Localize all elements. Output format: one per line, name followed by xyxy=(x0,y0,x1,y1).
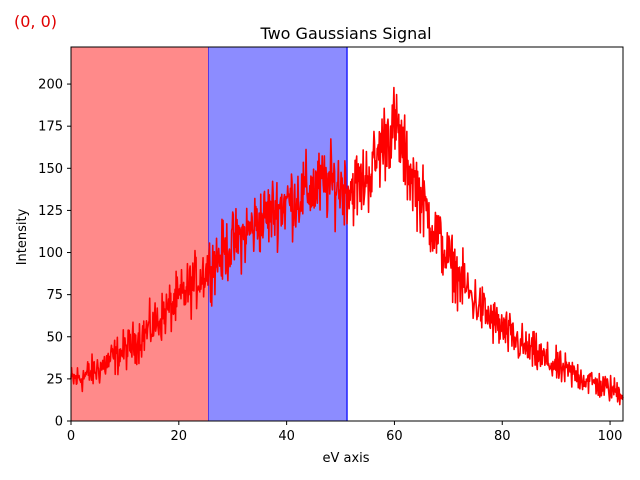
y-tick-label-75: 75 xyxy=(46,288,63,303)
y-tick-label-25: 25 xyxy=(46,372,63,387)
x-axis-label: eV axis xyxy=(322,451,369,466)
chart-title: Two Gaussians Signal xyxy=(259,24,431,43)
shaded-regions xyxy=(71,47,348,421)
x-tick-label-80: 80 xyxy=(494,429,511,444)
x-tick-label-20: 20 xyxy=(171,429,188,444)
plot-frame xyxy=(70,46,624,422)
region-1 xyxy=(71,47,209,421)
x-tick-label-100: 100 xyxy=(598,429,623,444)
y-axis-label: Intensity xyxy=(15,208,30,265)
series-line-1 xyxy=(70,86,624,406)
x-tick-label-40: 40 xyxy=(278,429,295,444)
y-tick-label-50: 50 xyxy=(46,330,63,345)
x-tick-label-60: 60 xyxy=(386,429,403,444)
y-tick-label-200: 200 xyxy=(38,78,63,93)
y-tick-label-125: 125 xyxy=(38,204,63,219)
origin-coordinate-label: (0, 0) xyxy=(14,12,58,31)
y-tick-label-150: 150 xyxy=(38,162,63,177)
x-tick-label-0: 0 xyxy=(67,429,75,444)
series-layer xyxy=(70,86,624,406)
y-tick-label-175: 175 xyxy=(38,120,63,135)
y-tick-label-0: 0 xyxy=(55,415,63,430)
axes: 0 20 40 60 80 100 0 25 50 75 100 125 150 175 200 xyxy=(38,46,624,444)
y-tick-label-100: 100 xyxy=(38,246,63,261)
